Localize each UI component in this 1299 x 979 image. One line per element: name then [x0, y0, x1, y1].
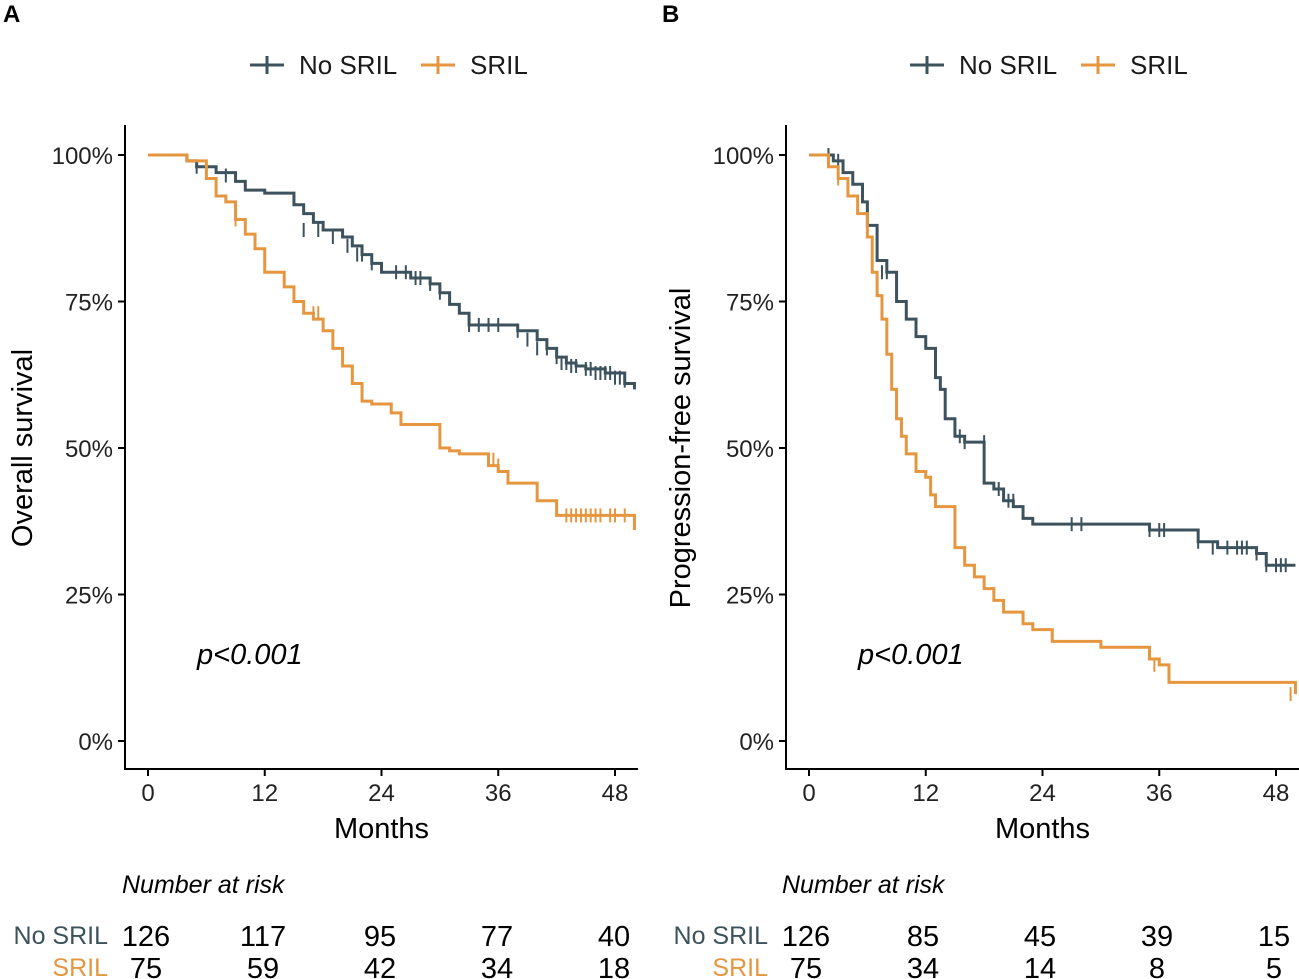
series-no-sril: [809, 148, 1296, 573]
panel-letter: B: [662, 1, 679, 28]
legend-label: SRIL: [1130, 50, 1188, 80]
risk-count: 5: [1266, 953, 1282, 979]
x-tick-label: 36: [1146, 780, 1173, 807]
risk-count: 117: [240, 921, 286, 953]
risk-count: 8: [1149, 953, 1165, 979]
y-tick-label: 75%: [726, 290, 774, 317]
risk-row-label: No SRIL: [674, 922, 769, 950]
y-tick-label: 0%: [78, 729, 113, 756]
risk-row-label: SRIL: [52, 954, 108, 979]
panel-b: B No SRIL SRIL 0% 25% 50% 75% 100% 0 12 24 36 48 Mont…: [662, 1, 1299, 979]
survival-curve: [148, 153, 636, 390]
risk-count: 15: [1258, 921, 1290, 953]
y-tick-label: 100%: [713, 143, 774, 170]
x-tick-label: 0: [141, 780, 154, 807]
y-tick-label: 25%: [726, 583, 774, 610]
y-tick-label: 25%: [65, 583, 113, 610]
panel-a: A No SRIL SRIL 0% 25% 50% 75% 100% 0 12 24 36 48 Mont…: [3, 1, 638, 979]
x-tick-label: 12: [251, 780, 278, 807]
risk-count: 45: [1024, 921, 1056, 953]
risk-count: 75: [790, 953, 822, 979]
x-tick-label: 0: [802, 780, 815, 807]
x-tick-label: 24: [368, 780, 395, 807]
risk-table-title: Number at risk: [782, 871, 946, 899]
risk-row-label: No SRIL: [14, 922, 109, 950]
y-axis-title: Progression-free survival: [665, 288, 697, 609]
survival-curve: [148, 153, 636, 531]
legend-label: SRIL: [470, 50, 528, 80]
risk-count: 40: [598, 921, 630, 953]
x-axis-title: Months: [995, 813, 1090, 845]
y-tick-label: 100%: [52, 143, 113, 170]
risk-count: 126: [782, 921, 830, 953]
y-axis-title: Overall survival: [7, 349, 39, 547]
risk-table-title: Number at risk: [122, 871, 286, 899]
y-tick-label: 50%: [726, 436, 774, 463]
p-value: p<0.001: [857, 639, 964, 671]
x-tick-label: 24: [1029, 780, 1056, 807]
risk-count: 59: [247, 953, 279, 979]
risk-count: 18: [598, 953, 630, 979]
x-axis-title: Months: [334, 813, 429, 845]
risk-count: 77: [481, 921, 513, 953]
risk-count: 42: [364, 953, 396, 979]
x-tick-label: 36: [485, 780, 512, 807]
p-value: p<0.001: [196, 639, 303, 671]
survival-curve: [809, 153, 1297, 695]
survival-curve: [809, 153, 1296, 567]
risk-count: 39: [1141, 921, 1173, 953]
risk-count: 95: [364, 921, 396, 953]
risk-count: 14: [1024, 953, 1056, 979]
y-tick-label: 0%: [739, 729, 774, 756]
legend-label: No SRIL: [299, 50, 397, 80]
legend-label: No SRIL: [959, 50, 1057, 80]
series-no-sril: [148, 153, 636, 390]
legend: No SRIL SRIL: [250, 50, 528, 80]
series-sril: [809, 153, 1297, 702]
series-sril: [148, 153, 636, 531]
risk-count: 34: [481, 953, 513, 979]
risk-count: 85: [907, 921, 939, 953]
risk-count: 126: [122, 921, 170, 953]
y-tick-label: 75%: [65, 290, 113, 317]
risk-row-label: SRIL: [712, 954, 768, 979]
legend: No SRIL SRIL: [910, 50, 1188, 80]
risk-count: 34: [907, 953, 939, 979]
panel-letter: A: [3, 1, 20, 28]
x-tick-label: 12: [912, 780, 939, 807]
x-tick-label: 48: [602, 780, 629, 807]
x-tick-label: 48: [1263, 780, 1290, 807]
y-tick-label: 50%: [65, 436, 113, 463]
risk-count: 75: [130, 953, 162, 979]
